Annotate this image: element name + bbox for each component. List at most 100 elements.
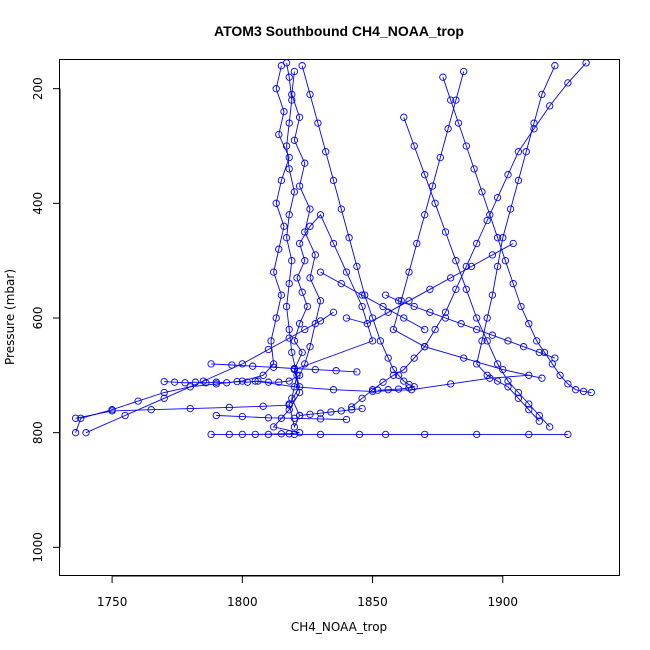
y-tick-label: 600 bbox=[31, 307, 45, 330]
series-line bbox=[346, 243, 514, 325]
series-line bbox=[385, 294, 556, 359]
data-point bbox=[212, 378, 220, 386]
data-point bbox=[587, 388, 595, 397]
data-point bbox=[389, 325, 398, 334]
data-point bbox=[493, 234, 502, 242]
data-point bbox=[381, 430, 390, 439]
data-point bbox=[493, 193, 502, 202]
data-point bbox=[314, 119, 322, 127]
data-point bbox=[275, 378, 283, 386]
data-point bbox=[462, 142, 470, 150]
data-point bbox=[530, 119, 538, 127]
series-14 bbox=[251, 371, 533, 396]
data-point bbox=[160, 388, 168, 397]
data-point bbox=[394, 385, 403, 393]
data-point bbox=[381, 291, 390, 299]
y-tick-label: 400 bbox=[31, 192, 45, 215]
series-line bbox=[255, 374, 529, 392]
data-point bbox=[525, 400, 533, 408]
data-point bbox=[384, 386, 392, 394]
data-point bbox=[504, 383, 512, 391]
data-point bbox=[329, 239, 338, 248]
data-point bbox=[298, 288, 306, 296]
data-point bbox=[290, 383, 299, 391]
data-point bbox=[285, 430, 293, 438]
data-point bbox=[355, 430, 364, 439]
data-point bbox=[290, 364, 299, 373]
chart-title: ATOM3 Southbound CH4_NOAA_trop bbox=[214, 23, 464, 39]
data-point bbox=[275, 130, 283, 139]
data-point bbox=[522, 148, 530, 156]
data-point bbox=[379, 302, 387, 311]
data-point bbox=[285, 211, 293, 219]
data-point bbox=[223, 379, 231, 387]
data-point bbox=[517, 302, 525, 311]
data-point bbox=[332, 367, 340, 375]
series-line bbox=[75, 404, 290, 419]
data-point bbox=[473, 325, 481, 334]
data-point bbox=[316, 211, 325, 219]
series-line bbox=[392, 71, 542, 379]
data-point bbox=[301, 325, 309, 334]
series-line bbox=[75, 65, 290, 433]
data-point bbox=[264, 430, 273, 439]
data-point bbox=[353, 368, 361, 376]
data-point bbox=[358, 394, 366, 402]
data-point bbox=[295, 182, 304, 190]
data-point bbox=[277, 430, 286, 438]
data-point bbox=[282, 234, 291, 242]
series-9 bbox=[400, 113, 554, 431]
data-point bbox=[282, 142, 291, 150]
data-point bbox=[407, 386, 416, 394]
data-point bbox=[421, 343, 429, 351]
series-line bbox=[85, 311, 334, 434]
series-line bbox=[299, 408, 363, 416]
data-point bbox=[290, 423, 299, 431]
data-point bbox=[400, 365, 408, 374]
data-point bbox=[71, 429, 80, 437]
data-point bbox=[285, 401, 293, 409]
data-point bbox=[228, 361, 236, 369]
data-point bbox=[290, 67, 299, 76]
data-point bbox=[306, 274, 314, 282]
data-point bbox=[108, 407, 116, 415]
data-point bbox=[329, 308, 338, 316]
series-8 bbox=[439, 73, 595, 397]
data-point bbox=[295, 371, 304, 379]
data-point bbox=[316, 268, 325, 276]
data-point bbox=[462, 285, 470, 293]
axis-layer: 1750 1800 1850 1900 200 400 600 800 1000 bbox=[31, 77, 518, 609]
data-point bbox=[288, 348, 296, 357]
data-point bbox=[288, 96, 296, 104]
data-point bbox=[376, 337, 385, 345]
data-point bbox=[389, 371, 398, 379]
data-point bbox=[298, 348, 306, 357]
y-axis-label: Pressure (mbar) bbox=[3, 269, 17, 365]
data-point bbox=[439, 73, 447, 81]
data-point bbox=[551, 62, 559, 70]
data-point bbox=[548, 360, 556, 368]
data-point bbox=[473, 314, 481, 322]
data-point bbox=[295, 388, 304, 397]
data-point bbox=[410, 302, 418, 311]
data-point bbox=[348, 406, 356, 414]
x-axis-label: CH4_NOAA_trop bbox=[291, 620, 387, 634]
data-point bbox=[405, 268, 413, 276]
data-point bbox=[316, 297, 325, 305]
series-line bbox=[211, 62, 568, 435]
data-point bbox=[121, 411, 129, 420]
series-11 bbox=[82, 308, 338, 437]
data-point bbox=[277, 62, 286, 70]
data-point bbox=[238, 412, 246, 421]
data-point bbox=[301, 228, 309, 236]
series-3 bbox=[160, 67, 325, 387]
data-point bbox=[564, 430, 572, 439]
data-point bbox=[311, 251, 319, 259]
data-point bbox=[540, 348, 549, 357]
series-13 bbox=[207, 360, 361, 376]
series-6 bbox=[473, 62, 559, 425]
data-point bbox=[400, 314, 408, 322]
data-point bbox=[504, 377, 512, 385]
data-point bbox=[467, 262, 476, 271]
data-point bbox=[538, 90, 546, 99]
